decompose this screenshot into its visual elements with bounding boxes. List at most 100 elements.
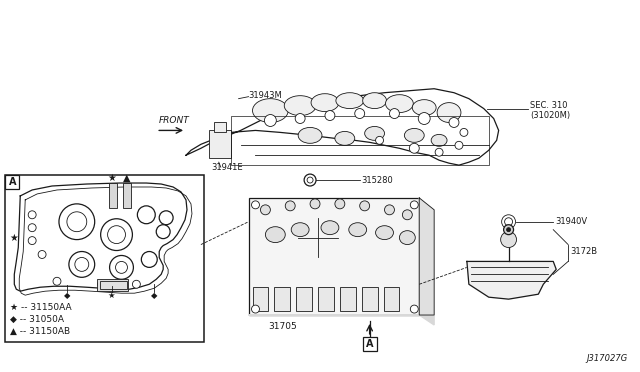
Bar [296, 287, 312, 311]
Text: ◆ -- 31050A: ◆ -- 31050A [10, 314, 65, 324]
Ellipse shape [385, 95, 413, 113]
Text: ★: ★ [108, 291, 115, 300]
Ellipse shape [404, 128, 424, 142]
Circle shape [159, 211, 173, 225]
Circle shape [376, 137, 383, 144]
Ellipse shape [284, 96, 316, 116]
Bar [253, 287, 268, 311]
Circle shape [500, 232, 516, 247]
Text: ▲ -- 31150AB: ▲ -- 31150AB [10, 326, 70, 336]
Circle shape [138, 206, 156, 224]
Circle shape [59, 204, 95, 240]
Circle shape [325, 110, 335, 121]
Bar [97, 279, 129, 291]
Bar [383, 287, 399, 311]
Circle shape [295, 113, 305, 124]
Circle shape [410, 305, 419, 313]
Bar [362, 287, 378, 311]
Circle shape [264, 115, 276, 126]
Ellipse shape [291, 223, 309, 237]
Text: (31020M): (31020M) [531, 111, 570, 120]
Ellipse shape [311, 94, 339, 112]
Ellipse shape [431, 134, 447, 146]
Ellipse shape [321, 221, 339, 235]
Circle shape [260, 205, 270, 215]
Ellipse shape [336, 93, 364, 109]
Ellipse shape [335, 131, 355, 145]
Circle shape [285, 201, 295, 211]
Ellipse shape [376, 226, 394, 240]
Polygon shape [419, 198, 434, 315]
Text: ★: ★ [107, 173, 116, 183]
Text: A: A [366, 339, 373, 349]
Ellipse shape [399, 231, 415, 244]
Bar [5, 175, 204, 342]
Circle shape [116, 262, 127, 273]
Text: 31943M: 31943M [248, 91, 282, 100]
Text: J317027G: J317027G [586, 354, 628, 363]
Circle shape [75, 257, 89, 271]
Circle shape [141, 251, 157, 267]
Ellipse shape [365, 126, 385, 140]
Bar [100, 281, 127, 289]
Ellipse shape [298, 128, 322, 143]
Circle shape [435, 148, 443, 156]
Circle shape [385, 205, 394, 215]
Circle shape [156, 225, 170, 238]
Circle shape [38, 250, 46, 259]
Ellipse shape [412, 100, 436, 116]
Bar [5, 175, 19, 189]
Circle shape [304, 174, 316, 186]
Text: ★: ★ [9, 232, 18, 243]
Ellipse shape [349, 223, 367, 237]
Ellipse shape [437, 103, 461, 122]
Text: 31941E: 31941E [211, 163, 243, 171]
Circle shape [419, 113, 430, 125]
Bar [214, 122, 226, 132]
Circle shape [28, 211, 36, 219]
Circle shape [53, 277, 61, 285]
Text: ◆: ◆ [151, 291, 157, 300]
Circle shape [67, 212, 87, 232]
Circle shape [307, 177, 313, 183]
Circle shape [335, 199, 345, 209]
Text: ◆: ◆ [63, 291, 70, 300]
Circle shape [460, 128, 468, 137]
Circle shape [504, 218, 513, 226]
Text: 3172B: 3172B [570, 247, 597, 256]
Text: 315280: 315280 [362, 176, 394, 185]
Bar [124, 183, 131, 208]
Text: 31705: 31705 [268, 323, 297, 331]
Circle shape [449, 118, 459, 128]
Circle shape [360, 201, 370, 211]
Polygon shape [248, 315, 434, 325]
Bar [363, 337, 376, 351]
Bar [109, 183, 116, 208]
Bar [340, 287, 356, 311]
Circle shape [390, 109, 399, 119]
Bar [230, 116, 489, 165]
Circle shape [252, 305, 259, 313]
Circle shape [507, 228, 511, 232]
Circle shape [502, 215, 516, 229]
Text: ▲: ▲ [123, 173, 130, 183]
Circle shape [28, 237, 36, 244]
Bar [318, 287, 334, 311]
Bar [275, 287, 290, 311]
Text: A: A [8, 177, 16, 187]
Circle shape [98, 280, 106, 288]
Circle shape [504, 225, 513, 235]
Polygon shape [467, 262, 556, 299]
Bar [209, 131, 230, 158]
Circle shape [100, 219, 132, 250]
Circle shape [455, 141, 463, 149]
Circle shape [252, 201, 259, 209]
Text: FRONT: FRONT [159, 116, 190, 125]
Circle shape [109, 256, 133, 279]
Circle shape [108, 226, 125, 244]
Polygon shape [186, 89, 499, 165]
Circle shape [410, 201, 419, 209]
Ellipse shape [266, 227, 285, 243]
Circle shape [310, 199, 320, 209]
Ellipse shape [363, 93, 387, 109]
